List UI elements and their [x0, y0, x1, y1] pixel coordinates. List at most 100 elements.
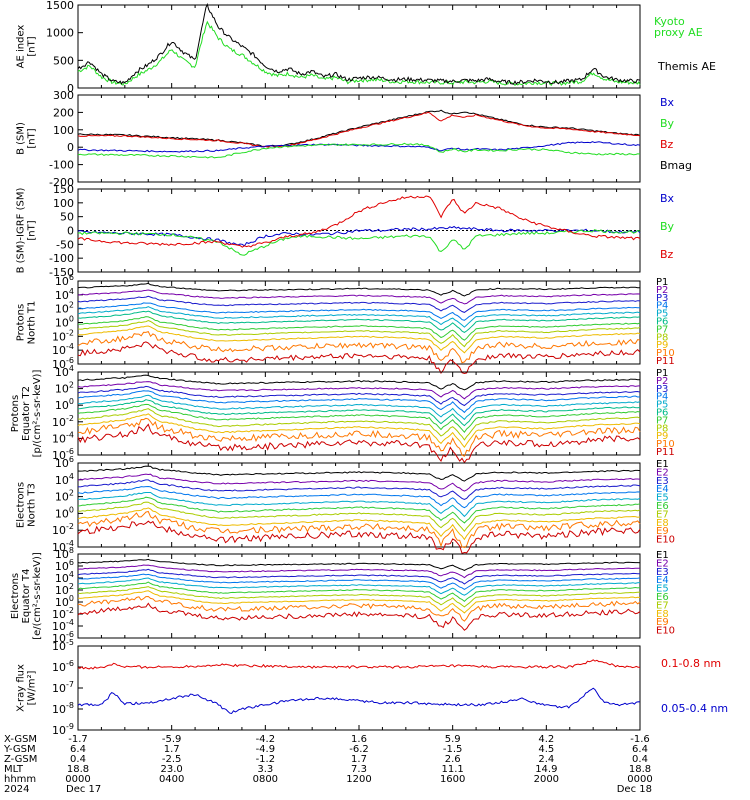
axis-x-value: -1.7	[68, 734, 88, 745]
axis-z-value: 0.4	[632, 754, 648, 765]
protons-equator-panel-channel-p8	[77, 408, 641, 441]
protons-equator-panel-legend-p11: P11	[656, 447, 675, 458]
axis-z-value: 0.4	[70, 754, 86, 765]
electrons-north-panel-channel-e3	[77, 479, 641, 501]
axis-y-value: -4.9	[256, 744, 276, 755]
electrons-equator-panel-legend-e8: E8	[656, 609, 669, 620]
protons-north-panel-channel-p10	[77, 330, 641, 364]
axis-hhmm-value: 0400	[159, 774, 184, 785]
electrons-equator-panel-ylabel: Electrons	[10, 573, 21, 619]
protons-equator-panel-legend-p10: P10	[656, 439, 675, 450]
electrons-north-panel-channel-e8	[77, 507, 641, 541]
protons-equator-panel-frame	[77, 371, 641, 456]
electrons-north-panel-legend-e10: E10	[656, 535, 675, 546]
protons-equator-panel-legend-p5: P5	[656, 400, 668, 411]
ae-panel-ytick-label: 1500	[46, 0, 74, 12]
electrons-equator-panel-channel-e10	[77, 602, 641, 631]
electrons-north-panel-ylabel: Electrons	[16, 482, 27, 528]
ae-panel-ytick-label: 0	[67, 82, 74, 95]
axis-row-label: X-GSM	[4, 734, 37, 745]
protons-north-panel-channel-p1	[77, 282, 640, 297]
electrons-equator-panel-ytick-label: 106	[55, 558, 74, 573]
ae-legend-themis: Themis AE	[657, 60, 716, 73]
protons-equator-panel-ylabel: Equator T2	[21, 386, 32, 441]
electrons-equator-panel-legend-e5: E5	[656, 584, 669, 595]
axis-z-value: 2.4	[538, 754, 554, 765]
electrons-equator-panel-channel-e3	[77, 568, 640, 585]
protons-north-panel-channel-p7	[77, 316, 641, 341]
electrons-north-panel-frame	[77, 462, 641, 548]
bsm-panel-ytick-label: 200	[53, 106, 74, 119]
bdiff-panel-ytick-label: 50	[60, 211, 74, 224]
axis-hhmm-value: 0800	[253, 774, 278, 785]
electrons-equator-panel-ytick-label: 100	[55, 594, 74, 609]
protons-equator-panel-legend-p3: P3	[656, 384, 668, 395]
protons-north-panel-channel-p4	[77, 302, 641, 321]
electrons-equator-panel-legend-e9: E9	[656, 617, 669, 628]
xray-panel-ytick-label: 10-9	[52, 722, 74, 737]
axis-x-value: -1.6	[630, 734, 650, 745]
protons-equator-panel-channel-p6	[77, 399, 641, 427]
axis-x-value: -4.2	[256, 734, 276, 745]
protons-equator-panel-channel-p9	[77, 413, 641, 449]
bsm-panel-ytick-label: 300	[53, 89, 74, 102]
protons-north-panel-ytick-label: 102	[55, 301, 74, 316]
electrons-equator-panel-ytick-label: 10-2	[52, 606, 74, 621]
electrons-north-panel-legend-e2: E2	[656, 467, 669, 478]
protons-equator-panel-legend-p9: P9	[656, 431, 668, 442]
bdiff-legend-bx: Bx	[660, 192, 675, 205]
electrons-north-panel-channel-e7	[77, 501, 641, 533]
axis-z-value: 2.6	[445, 754, 461, 765]
protons-equator-panel-channel-p2	[77, 381, 641, 400]
bdiff-panel-ytick-label: -50	[56, 238, 74, 251]
ae-series-themis-ae	[77, 2, 641, 86]
xray-panel-ytick-label: 10-5	[52, 638, 74, 653]
axis-mlt-value: 14.9	[535, 764, 557, 775]
electrons-north-panel-ylabel: North T3	[27, 483, 38, 527]
bdiff-panel-ytick-label: 100	[53, 197, 74, 210]
protons-equator-panel-channel-p1	[77, 374, 640, 391]
protons-north-panel-ytick-label: 10-2	[52, 328, 74, 343]
protons-north-panel-legend-p3: P3	[656, 293, 668, 304]
axis-hhmm-value: 1600	[440, 774, 465, 785]
axis-date-value: Dec 18	[617, 784, 652, 795]
bdiff-panel-ytick-label: -150	[49, 266, 74, 279]
xray-panel-ytick-label: 10-6	[52, 659, 74, 674]
electrons-equator-panel-channel-e1	[77, 558, 641, 571]
electrons-equator-panel-ylabel: Equator T4	[21, 569, 32, 624]
bsm-series-bz	[77, 111, 641, 148]
axis-mlt-value: 18.8	[629, 764, 651, 775]
ae-legend-kyoto: Kyoto	[654, 15, 685, 28]
electrons-north-panel-legend-e7: E7	[656, 509, 669, 520]
ae-panel-ylabel: AE index	[16, 25, 27, 69]
xray-panel-ytick-label: 10-7	[52, 680, 74, 695]
xray-panel-ylabel: X-ray flux	[16, 664, 27, 712]
axis-y-value: 1.7	[164, 744, 180, 755]
axis-z-value: -2.5	[162, 754, 182, 765]
bdiff-panel-ylabel: [nT]	[27, 220, 38, 240]
protons-north-panel-channel-p6	[77, 310, 641, 333]
bsm-panel-ytick-label: -200	[49, 176, 74, 189]
electrons-north-panel-ytick-label: 10-2	[52, 522, 74, 537]
axis-hhmm-value: 1200	[346, 774, 371, 785]
axis-row-label: Y-GSM	[3, 744, 36, 755]
protons-north-panel-legend-p8: P8	[656, 332, 668, 343]
electrons-north-panel-channel-e9	[77, 510, 641, 549]
electrons-north-panel-legend-e1: E1	[656, 459, 669, 470]
protons-equator-panel-channel-p11	[77, 423, 641, 464]
axis-mlt-value: 3.3	[257, 764, 273, 775]
axis-z-value: 1.7	[351, 754, 367, 765]
electrons-equator-panel-channel-e6	[77, 581, 641, 602]
axis-hhmm-value: 0000	[627, 774, 652, 785]
protons-north-panel-channel-p5	[77, 306, 641, 328]
electrons-equator-panel-channel-e7	[77, 586, 641, 608]
electrons-equator-panel-legend-e6: E6	[656, 592, 669, 603]
protons-equator-panel-channel-p4	[77, 390, 641, 414]
electrons-equator-panel-legend-e1: E1	[656, 550, 669, 561]
bsm-legend-bmag: Bmag	[660, 159, 692, 172]
electrons-north-panel-ytick-label: 10-4	[52, 539, 74, 554]
bdiff-panel-ytick-label: 150	[53, 183, 74, 196]
electrons-equator-panel-ytick-label: 10-6	[52, 630, 74, 645]
protons-north-panel-legend-p4: P4	[656, 301, 668, 312]
electrons-north-panel-legend-e9: E9	[656, 526, 669, 537]
